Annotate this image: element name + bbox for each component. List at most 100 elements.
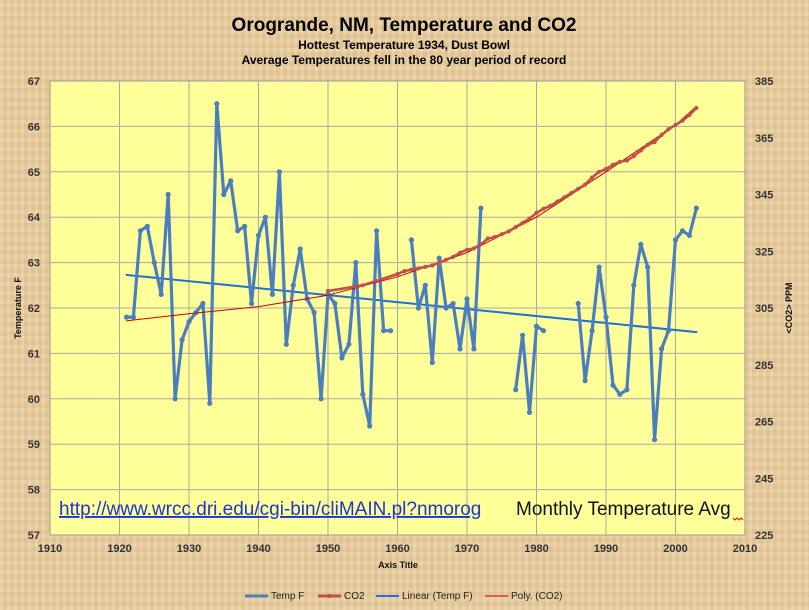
- point-co2: [638, 148, 643, 153]
- point-temp: [262, 214, 268, 220]
- point-temp: [242, 223, 248, 229]
- legend-label-co2: CO2: [344, 591, 365, 602]
- y2-tick-label: 225: [755, 530, 773, 542]
- point-co2: [624, 158, 630, 163]
- y-tick-label: 64: [28, 212, 41, 224]
- point-temp: [297, 246, 303, 252]
- source-link[interactable]: http://www.wrcc.dri.edu/cgi-bin/cliMAIN.…: [59, 499, 481, 520]
- point-co2: [520, 220, 525, 225]
- point-temp: [137, 228, 143, 234]
- point-temp: [665, 328, 672, 334]
- point-co2: [666, 127, 671, 132]
- point-co2: [534, 210, 539, 215]
- point-co2: [673, 122, 678, 128]
- y2-axis-ticks: 225 245 265 285 305 325 345 365 385: [755, 76, 773, 542]
- x-tick-label: 1930: [177, 543, 201, 555]
- legend-label-linear: Linear (Temp F): [402, 591, 473, 602]
- y-axis-ticks: 57 58 59 60 61 62 63 64 65 66 67: [28, 76, 41, 542]
- point-temp: [610, 382, 616, 388]
- point-temp: [533, 323, 540, 329]
- y-tick-label: 57: [28, 530, 40, 542]
- y-tick-label: 62: [28, 303, 40, 315]
- y2-tick-label: 385: [755, 76, 773, 88]
- point-co2: [590, 175, 595, 180]
- point-co2: [687, 112, 692, 118]
- x-tick-label: 2010: [733, 543, 757, 555]
- point-co2: [610, 162, 616, 167]
- point-co2: [402, 269, 407, 274]
- point-co2: [430, 263, 435, 268]
- point-temp: [339, 355, 345, 361]
- point-co2: [499, 232, 504, 237]
- point-temp: [200, 300, 206, 307]
- y-tick-label: 63: [28, 258, 40, 270]
- point-temp: [589, 328, 595, 334]
- spellcheck-squiggle: [732, 517, 744, 521]
- point-temp: [520, 332, 526, 338]
- point-temp: [360, 391, 366, 397]
- y2-tick-label: 345: [755, 190, 773, 202]
- point-co2: [617, 159, 623, 164]
- point-temp: [659, 346, 665, 352]
- point-co2: [325, 288, 331, 294]
- y-tick-label: 58: [28, 485, 40, 497]
- point-temp: [276, 169, 282, 175]
- point-co2: [485, 236, 490, 241]
- x-tick-label: 1920: [107, 543, 131, 555]
- point-temp: [471, 346, 477, 352]
- point-co2: [464, 247, 470, 252]
- point-temp: [290, 282, 296, 288]
- point-co2: [423, 264, 428, 269]
- point-temp: [221, 191, 227, 198]
- y2-tick-label: 245: [755, 473, 773, 485]
- y-tick-label: 59: [28, 439, 40, 451]
- point-temp: [422, 282, 428, 288]
- point-temp: [652, 437, 658, 443]
- point-co2: [471, 246, 476, 251]
- point-co2: [569, 191, 574, 196]
- legend-label-poly: Poly. (CO2): [511, 591, 563, 602]
- point-temp: [374, 228, 380, 234]
- y2-tick-label: 365: [755, 133, 773, 145]
- x-tick-label: 1940: [246, 543, 270, 555]
- point-temp: [255, 232, 262, 238]
- y2-tick-label: 285: [755, 360, 773, 372]
- y-tick-label: 61: [28, 348, 40, 360]
- point-temp: [408, 237, 414, 243]
- point-co2: [645, 142, 650, 147]
- y-tick-label: 65: [28, 167, 40, 179]
- legend: Temp F CO2 Linear (Temp F) Poly. (CO2): [245, 591, 563, 602]
- point-temp: [645, 264, 651, 270]
- point-co2: [680, 118, 685, 123]
- point-co2: [416, 266, 421, 271]
- y2-tick-label: 265: [755, 417, 773, 429]
- y-tick-label: 66: [28, 121, 40, 133]
- series-co2: [325, 105, 699, 294]
- series-line-linear-trend: [125, 273, 698, 334]
- point-temp: [130, 314, 136, 320]
- point-temp: [617, 391, 623, 397]
- point-temp: [603, 314, 609, 320]
- point-co2: [492, 235, 497, 240]
- point-temp: [332, 300, 338, 307]
- point-co2: [583, 182, 588, 187]
- point-co2: [409, 267, 414, 272]
- point-co2: [451, 254, 456, 259]
- point-temp: [151, 260, 157, 266]
- point-co2: [555, 199, 560, 204]
- point-co2: [457, 250, 463, 255]
- point-co2: [395, 271, 400, 277]
- x-tick-label: 1910: [38, 543, 62, 555]
- point-temp: [457, 346, 463, 352]
- point-temp: [179, 337, 185, 343]
- x-tick-label: 1980: [524, 543, 548, 555]
- point-temp: [207, 400, 213, 406]
- point-temp: [443, 305, 449, 311]
- point-temp: [596, 264, 602, 270]
- point-temp: [693, 205, 700, 211]
- series-line-co2: [326, 106, 698, 293]
- point-temp: [269, 291, 275, 297]
- point-co2: [527, 216, 532, 221]
- series-layer: [123, 101, 700, 443]
- point-temp: [582, 378, 588, 384]
